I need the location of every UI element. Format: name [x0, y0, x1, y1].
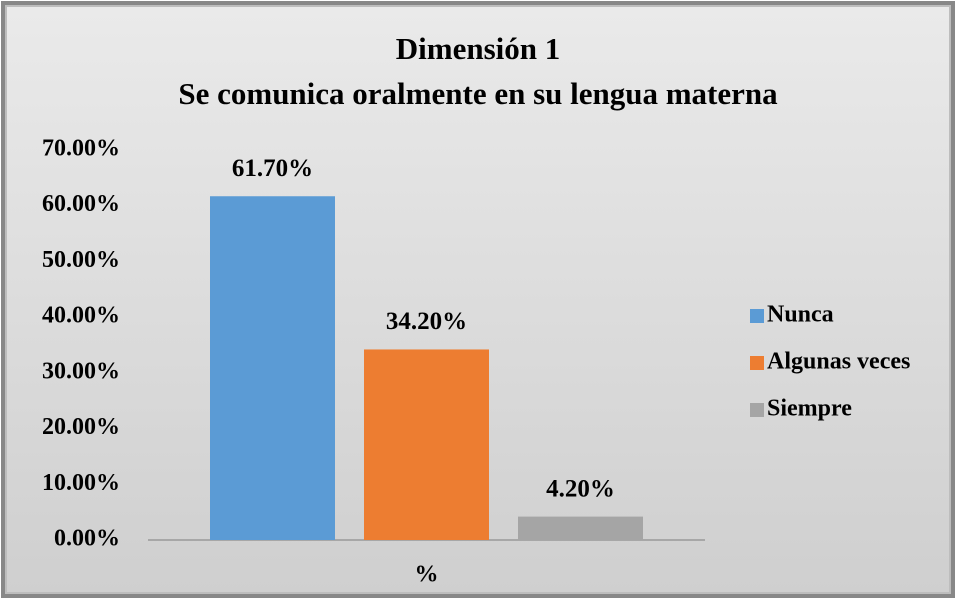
chart-title: Dimensión 1	[396, 31, 561, 66]
data-label: 34.20%	[386, 308, 467, 335]
legend-label: Siempre	[767, 396, 852, 422]
legend-swatch	[750, 309, 764, 323]
legend-swatch	[750, 356, 764, 370]
y-tick-label: 40.00%	[42, 303, 120, 329]
y-tick-label: 50.00%	[42, 247, 120, 273]
y-tick-label: 30.00%	[42, 358, 120, 384]
legend-label: Algunas veces	[767, 349, 910, 375]
bar	[518, 516, 643, 540]
y-tick-label: 60.00%	[42, 191, 120, 217]
legend-label: Nunca	[767, 302, 834, 328]
data-label: 61.70%	[232, 155, 313, 182]
y-tick-label: 70.00%	[42, 136, 120, 162]
bar	[210, 196, 335, 540]
y-tick-label: 0.00%	[54, 526, 120, 552]
x-tick-label: %	[415, 562, 439, 588]
bar	[364, 349, 489, 540]
legend-swatch	[750, 403, 764, 417]
y-tick-label: 10.00%	[42, 470, 120, 496]
chart-subtitle: Se comunica oralmente en su lengua mater…	[178, 76, 778, 111]
data-label: 4.20%	[546, 475, 615, 502]
y-tick-label: 20.00%	[42, 414, 120, 440]
